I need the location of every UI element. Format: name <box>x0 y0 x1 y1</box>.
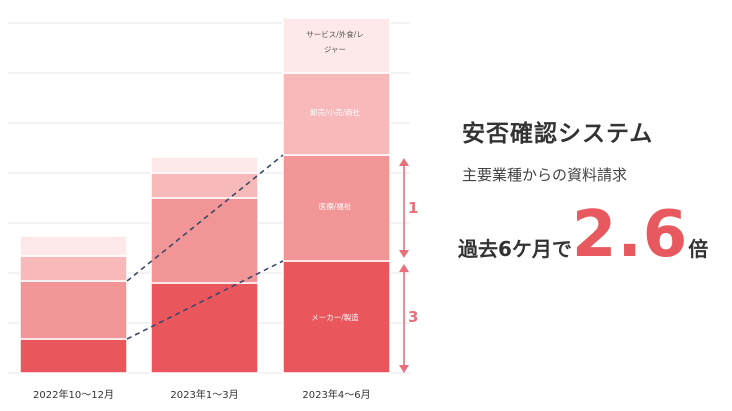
multiplier-labels: 1.8倍 3.5倍 <box>408 199 420 326</box>
bar-segment <box>150 282 259 374</box>
segment-label-service-line2: ジャー <box>324 45 346 54</box>
multiplier-arrows <box>399 158 409 373</box>
bar-segment <box>282 72 391 156</box>
multiplier-arrow <box>399 158 409 258</box>
chart-connector-lines <box>126 154 284 340</box>
multiplier-label: 3.5倍 <box>408 308 420 326</box>
bar-segment <box>19 338 128 374</box>
bar-segment <box>282 17 391 74</box>
segment-label-retail: 卸売/小売/商社 <box>310 107 361 117</box>
multiplier-arrow <box>399 264 409 373</box>
multiplier-label: 1.8倍 <box>408 199 420 217</box>
bar-segment <box>150 172 259 199</box>
connector-line <box>126 154 284 282</box>
chart-bars <box>19 17 391 374</box>
growth-stat: 過去6ケ月で2.6倍 <box>458 198 708 272</box>
segment-label-manufacturing: メーカー/製造 <box>311 312 359 322</box>
growth-stat-unit: 倍 <box>688 237 709 261</box>
x-tick-label: 2023年1〜3月 <box>170 388 238 401</box>
x-tick-label: 2023年4〜6月 <box>302 388 370 401</box>
arrow-head-up <box>399 264 409 272</box>
stacked-bar-chart: メーカー/製造 医療/福祉 卸売/小売/商社 サービス/外食/レ ジャー 202… <box>8 17 420 401</box>
x-tick-label: 2022年10〜12月 <box>33 388 114 401</box>
segment-label-service-line1: サービス/外食/レ <box>306 29 364 39</box>
bar-segment <box>282 260 391 374</box>
arrow-head-down <box>399 365 409 373</box>
subheadline: 主要業種からの資料請求 <box>462 166 628 184</box>
x-axis-tick-labels: 2022年10〜12月 2023年1〜3月 2023年4〜6月 <box>33 388 371 401</box>
arrow-head-down <box>399 250 409 258</box>
arrow-head-up <box>399 158 409 166</box>
segment-label-medical: 医療/福祉 <box>319 201 352 211</box>
bar-segment <box>282 154 391 262</box>
bar-segment <box>19 235 128 257</box>
chart-segment-labels: メーカー/製造 医療/福祉 卸売/小売/商社 サービス/外食/レ ジャー <box>306 29 364 322</box>
bar-segment <box>19 280 128 340</box>
headline: 安否確認システム <box>462 121 654 147</box>
bar-segment <box>150 197 259 284</box>
bar-segment <box>150 156 259 174</box>
connector-line <box>126 260 284 340</box>
growth-stat-prefix: 過去6ケ月で <box>458 237 572 261</box>
growth-stat-value: 2.6 <box>571 198 689 272</box>
bar-segment <box>19 255 128 282</box>
